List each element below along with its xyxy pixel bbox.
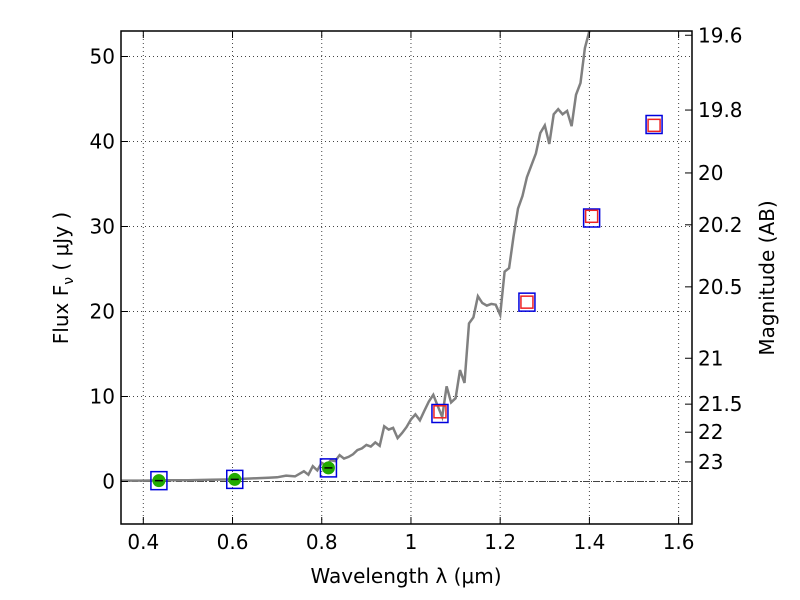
- plot-frame: [120, 30, 693, 525]
- model-flux-marker: [319, 458, 338, 478]
- y-tick-label: 20: [90, 300, 115, 324]
- x-tick-label: 1: [405, 530, 418, 554]
- model-flux-marker: [226, 469, 244, 490]
- x-axis-title: Wavelength λ (μm): [310, 564, 501, 588]
- model-flux-marker: [582, 208, 601, 228]
- y2-tick-label: 21.5: [698, 392, 743, 416]
- x-tick-label: 0.6: [217, 530, 249, 554]
- model-flux-marker: [645, 114, 663, 135]
- ticks-layer: 0.4 0.6 0.8 1 1.2 1.4 1.6 0 10 20 30 40 50 19.6 19.8 20…: [90, 23, 743, 554]
- nir-photometry-marker: [584, 209, 599, 224]
- nir-photometry-marker: [647, 118, 661, 133]
- y-tick-label: 10: [90, 385, 115, 409]
- y-axis-title-main: Flux F: [49, 285, 73, 344]
- nir-photometry-marker: [433, 405, 447, 419]
- model-flux-marker: [518, 292, 536, 312]
- y2-tick-label: 20.2: [698, 213, 743, 237]
- y-tick-label: 50: [90, 45, 115, 69]
- x-tick-label: 1.4: [573, 530, 605, 554]
- y-tick-label: 30: [90, 215, 115, 239]
- y-tick-label: 40: [90, 130, 115, 154]
- x-tick-label: 1.2: [484, 530, 516, 554]
- x-tick-label: 0.8: [306, 530, 338, 554]
- y-axis-title-units: ( μJy ): [49, 212, 73, 277]
- y2-tick-label: 19.8: [698, 98, 743, 122]
- model-flux-marker: [431, 403, 449, 424]
- x-tick-label: 0.4: [127, 530, 159, 554]
- y2-tick-label: 22: [698, 420, 723, 444]
- sed-model-line: [121, 30, 591, 482]
- y-axis-title: Flux Fν ( μJy ): [49, 212, 77, 344]
- y2-tick-label: 19.6: [698, 23, 743, 47]
- y-axis-title-subscript: ν: [61, 277, 77, 285]
- markers-layer: [150, 114, 663, 491]
- y2-axis-title: Magnitude (AB): [755, 200, 779, 355]
- x-tick-label: 1.6: [663, 530, 695, 554]
- y2-tick-label: 23: [698, 450, 723, 474]
- y2-tick-label: 21: [698, 346, 723, 370]
- nir-photometry-marker: [520, 295, 534, 309]
- y2-tick-label: 20.5: [698, 275, 743, 299]
- y-tick-label: 0: [102, 470, 115, 494]
- model-flux-marker: [150, 470, 168, 491]
- y2-tick-label: 20: [698, 161, 723, 185]
